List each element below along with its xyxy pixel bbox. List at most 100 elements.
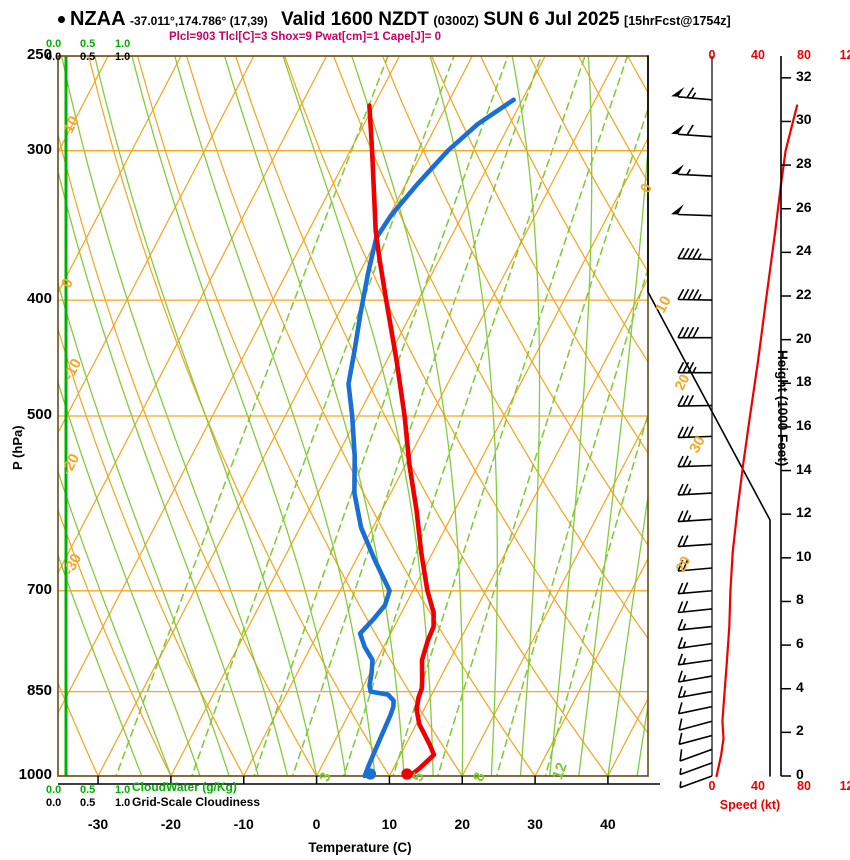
- wind-barb: [677, 455, 713, 468]
- cloudwater-legend: CloudWater (g/Kg): [132, 780, 237, 794]
- temperature-tick-label: -30: [87, 816, 109, 832]
- height-axis-title: Height (1000 Feet): [775, 350, 790, 467]
- isotherm-line: [58, 56, 109, 154]
- valid-date: SUN 6 Jul 2025: [483, 9, 620, 30]
- barb-half: [697, 293, 702, 301]
- barb-full: [687, 426, 694, 438]
- cloudiness-scale-tick: 0.0: [46, 797, 62, 809]
- wind-barb: [677, 559, 713, 572]
- pressure-tick-label: 500: [26, 406, 52, 423]
- moist-adiabat-line: [60, 56, 289, 776]
- barb-full: [682, 535, 689, 547]
- height-tick-label: 14: [796, 460, 812, 477]
- moist-adiabat-line: [223, 56, 405, 776]
- barb-full: [677, 618, 684, 631]
- barb-full: [677, 395, 685, 407]
- station-id: NZAA: [70, 8, 126, 30]
- pressure-tick-label: 700: [26, 580, 52, 598]
- barb-half: [692, 366, 697, 374]
- cloudwater-scale-tick: 0.0: [46, 784, 62, 796]
- barb-shaft: [678, 96, 713, 101]
- dry-adiabat-line: [185, 56, 536, 776]
- moist-adiabat-line: [549, 56, 593, 776]
- dry-adiabat-line: [136, 56, 464, 776]
- barb-full: [679, 749, 683, 762]
- moist-adiabat-line: [58, 281, 230, 776]
- barb-full: [677, 686, 683, 698]
- isotherm-line: [58, 56, 401, 715]
- barb-full: [687, 289, 695, 301]
- header: NZAA -37.011°,174.786° (17,39) Valid 160…: [0, 8, 850, 34]
- height-tick-label: 20: [796, 329, 812, 346]
- barb-full: [682, 361, 690, 374]
- wind-barb: [677, 326, 713, 339]
- wind-barb: [677, 483, 713, 496]
- isotherm-line: [388, 277, 648, 776]
- isotherm-line: [0, 16, 56, 776]
- barb-full: [678, 718, 683, 731]
- barb-full: [677, 637, 684, 649]
- cloudwater-scale-tick: 0.5: [80, 784, 96, 796]
- speed-axis-title: Speed (kt): [719, 798, 781, 812]
- valid-time: Valid 1600 NZDT: [281, 9, 429, 30]
- moist-adiabat-line: [511, 56, 541, 776]
- isotherm-line: [170, 56, 546, 776]
- barb-half: [691, 92, 697, 99]
- barb-shaft: [677, 173, 713, 177]
- isotherm-line: [315, 137, 648, 776]
- wind-barb: [679, 775, 713, 789]
- barb-pennant: [671, 124, 685, 135]
- valid-time-utc: (0300Z): [433, 13, 479, 28]
- surface-dewpoint: [364, 768, 377, 780]
- temperature-tick-label: 40: [600, 816, 616, 832]
- moist-adiabat-line: [58, 469, 172, 776]
- height-tick-label: 18: [796, 373, 812, 390]
- isotherm-line: [58, 56, 255, 434]
- mixing-ratio-line: [436, 106, 648, 776]
- pressure-tick-label: 850: [26, 681, 52, 699]
- station-coordinates: -37.011°,174.786° (17,39): [130, 14, 268, 28]
- dry-adiabat-line: [528, 56, 648, 273]
- wind-barb: [677, 702, 713, 715]
- wind-barb: [677, 361, 713, 374]
- cloudiness-scale-tick: 0.0: [46, 51, 62, 63]
- moist-adiabat-line: [174, 56, 376, 776]
- wind-barb: [677, 288, 713, 301]
- barb-full: [677, 535, 684, 547]
- temperature-tick-label: -10: [233, 816, 254, 832]
- barb-shaft: [677, 213, 713, 217]
- height-tick-label: 26: [796, 198, 812, 215]
- barb-full: [682, 559, 689, 571]
- temperature-tick-label: 10: [381, 816, 398, 832]
- wind-barb: [671, 204, 713, 217]
- barb-full: [682, 288, 690, 300]
- height-tick-label: 12: [796, 504, 812, 521]
- dry-adiabat-line: [661, 0, 850, 801]
- speed-tick-label-top: 80: [797, 48, 811, 62]
- height-tick-label: 16: [796, 416, 812, 433]
- dry-adiabat-line: [283, 56, 648, 734]
- moist-adiabat-line: [58, 168, 259, 776]
- barb-full: [682, 510, 689, 522]
- barb-full: [692, 248, 700, 260]
- barb-full: [677, 247, 685, 259]
- speed-tick-label-bottom: 120: [839, 779, 850, 793]
- mixing-ratio-line: [253, 56, 509, 776]
- barb-full: [677, 426, 684, 438]
- barb-full: [677, 326, 685, 339]
- pressure-tick-label: 300: [26, 140, 52, 158]
- wind-barbs-group: [671, 87, 713, 789]
- barb-full: [677, 702, 683, 714]
- isotherm-line: [754, 16, 850, 776]
- barb-half: [687, 488, 692, 495]
- barb-full: [687, 248, 695, 260]
- cloudwater-scale-tick: 0.5: [80, 38, 96, 50]
- cloudiness-scale-tick: 0.5: [80, 797, 96, 809]
- barb-shaft: [679, 762, 713, 776]
- wind-barb: [677, 600, 713, 614]
- barb-pennant: [671, 87, 685, 97]
- temperature-trace: [367, 103, 437, 779]
- wind-barb: [677, 637, 713, 650]
- dewpoint-trace: [346, 97, 516, 779]
